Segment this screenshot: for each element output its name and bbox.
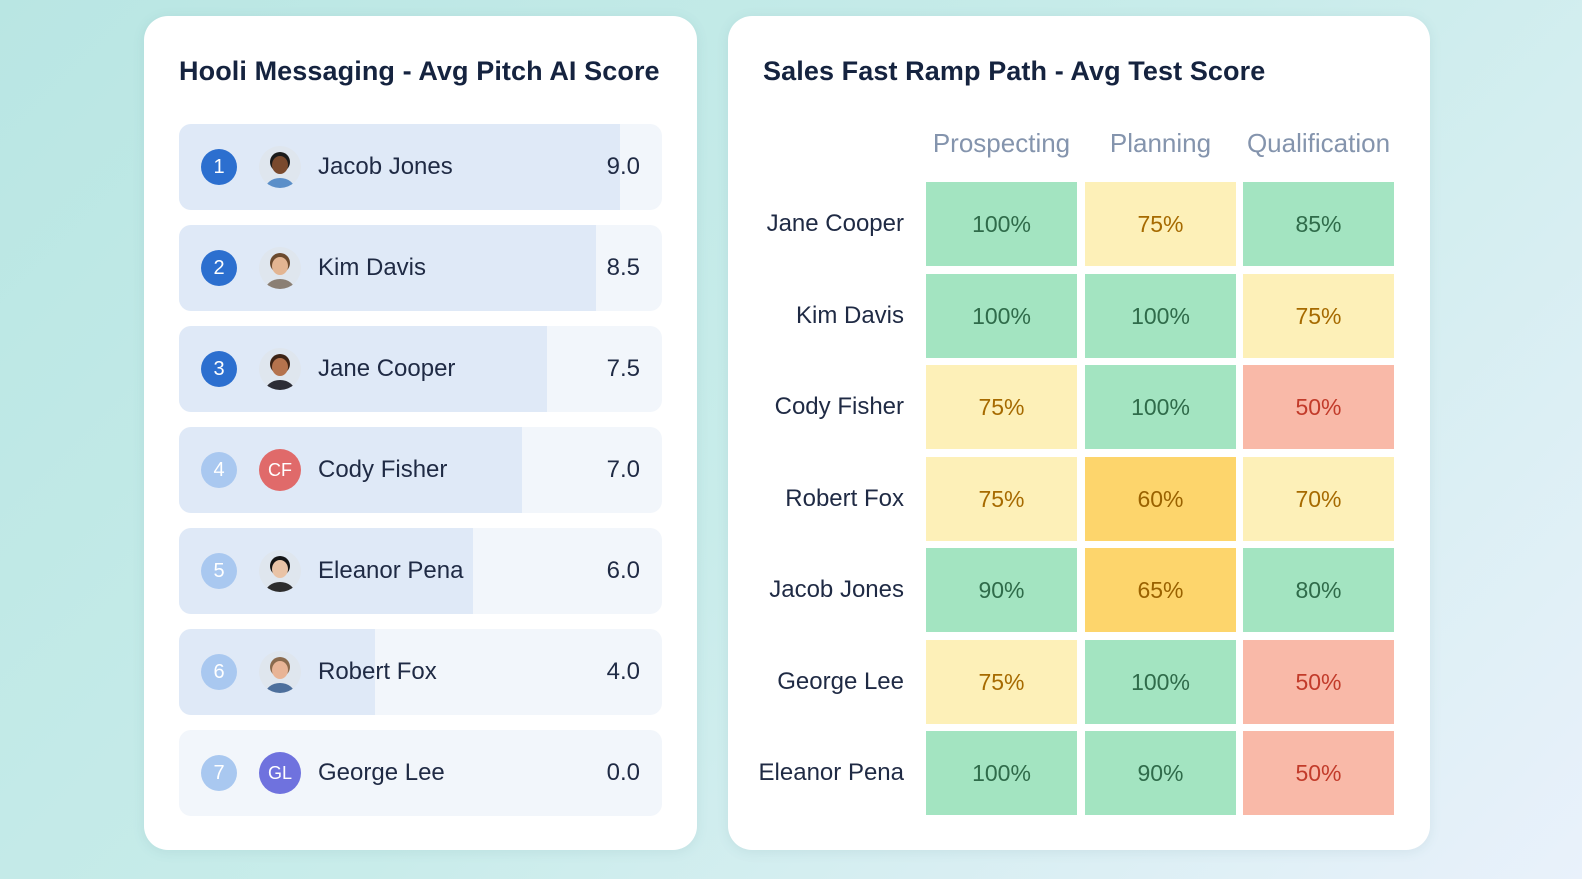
- rank-badge: 4: [201, 452, 237, 488]
- heatmap-cell: 75%: [1085, 182, 1236, 266]
- leaderboard-row[interactable]: 7 GL George Lee 0.0: [179, 730, 662, 816]
- row-label: Jacob Jones: [769, 576, 904, 603]
- heatmap-cell: 100%: [1085, 273, 1236, 358]
- person-photo-icon: [259, 651, 301, 693]
- score-bar: [179, 225, 596, 311]
- heatmap-cell: 70%: [1243, 456, 1394, 541]
- leaderboard-row[interactable]: 1 Jacob Jones 9.0: [179, 124, 662, 210]
- heatmap-cell: 85%: [1243, 182, 1394, 266]
- heatmap-cell: 90%: [1085, 731, 1236, 815]
- avatar: [259, 348, 301, 390]
- leaderboard-name: Kim Davis: [318, 254, 427, 281]
- column-header: Prospecting: [932, 128, 1071, 158]
- score-value: 6.0: [606, 557, 640, 584]
- score-value: 9.0: [606, 153, 640, 180]
- pitch-score-title: Hooli Messaging - Avg Pitch AI Score: [179, 56, 660, 86]
- leaderboard-name: Cody Fisher: [318, 456, 448, 483]
- heatmap-cell: 100%: [1085, 365, 1236, 449]
- heatmap-cell: 50%: [1243, 365, 1394, 449]
- heatmap-cell: 90%: [926, 548, 1077, 632]
- leaderboard-row[interactable]: 6 Robert Fox 4.0: [179, 629, 662, 715]
- avatar: GL: [259, 752, 301, 794]
- heatmap-cell: 60%: [1085, 456, 1236, 541]
- score-value: 7.0: [606, 456, 640, 483]
- test-score-card: Sales Fast Ramp Path - Avg Test Score Pr…: [728, 16, 1430, 850]
- row-label: Cody Fisher: [774, 393, 904, 420]
- heatmap-cell: 50%: [1243, 731, 1394, 815]
- avatar: CF: [259, 449, 301, 491]
- score-bar: [179, 124, 620, 210]
- leaderboard-name: Jane Cooper: [318, 355, 456, 382]
- rank-badge: 1: [201, 149, 237, 185]
- leaderboard-row[interactable]: 5 Eleanor Pena 6.0: [179, 528, 662, 614]
- leaderboard-row[interactable]: 4 CF Cody Fisher 7.0: [179, 427, 662, 513]
- leaderboard-name: Eleanor Pena: [318, 557, 464, 584]
- person-photo-icon: [259, 247, 301, 289]
- heatmap-cell: 100%: [926, 182, 1077, 266]
- heatmap-cell: 80%: [1243, 548, 1394, 632]
- score-value: 7.5: [606, 355, 640, 382]
- column-header: Qualification: [1246, 128, 1391, 158]
- score-bar: [179, 326, 547, 412]
- heatmap-cell: 50%: [1243, 639, 1394, 724]
- test-score-title: Sales Fast Ramp Path - Avg Test Score: [763, 56, 1266, 86]
- rank-badge: 6: [201, 654, 237, 690]
- rank-badge: 3: [201, 351, 237, 387]
- heatmap-cell: 75%: [926, 639, 1077, 724]
- avatar: [259, 651, 301, 693]
- row-label: George Lee: [777, 667, 904, 695]
- heatmap-cell: 65%: [1085, 548, 1236, 632]
- avatar: [259, 146, 301, 188]
- leaderboard-name: Robert Fox: [318, 658, 437, 685]
- leaderboard-name: George Lee: [318, 759, 445, 786]
- score-value: 8.5: [606, 254, 640, 281]
- row-label: Jane Cooper: [766, 210, 904, 237]
- heatmap-cell: 100%: [926, 731, 1077, 815]
- rank-badge: 2: [201, 250, 237, 286]
- heatmap-cell: 100%: [926, 273, 1077, 358]
- person-photo-icon: [259, 550, 301, 592]
- row-label: Kim Davis: [795, 301, 904, 329]
- leaderboard-name: Jacob Jones: [318, 153, 453, 180]
- heatmap-cell: 75%: [926, 456, 1077, 541]
- score-value: 4.0: [606, 658, 640, 685]
- leaderboard-row[interactable]: 2 Kim Davis 8.5: [179, 225, 662, 311]
- score-value: 0.0: [606, 759, 640, 786]
- heatmap-cell: 75%: [1243, 273, 1394, 358]
- rank-badge: 5: [201, 553, 237, 589]
- leaderboard-row[interactable]: 3 Jane Cooper 7.5: [179, 326, 662, 412]
- person-photo-icon: [259, 348, 301, 390]
- rank-badge: 7: [201, 755, 237, 791]
- avatar: [259, 550, 301, 592]
- person-photo-icon: [259, 146, 301, 188]
- row-label: Eleanor Pena: [758, 759, 904, 786]
- column-header: Planning: [1109, 128, 1212, 158]
- heatmap-cell: 75%: [926, 365, 1077, 449]
- avatar: [259, 247, 301, 289]
- row-label: Robert Fox: [785, 484, 904, 512]
- heatmap-cell: 100%: [1085, 639, 1236, 724]
- pitch-score-card: Hooli Messaging - Avg Pitch AI Score 1 Ja…: [144, 16, 697, 850]
- leaderboard-list: 1 Jacob Jones 9.0 2 Kim Davis 8.5 3 Jane Cooper…: [179, 124, 662, 831]
